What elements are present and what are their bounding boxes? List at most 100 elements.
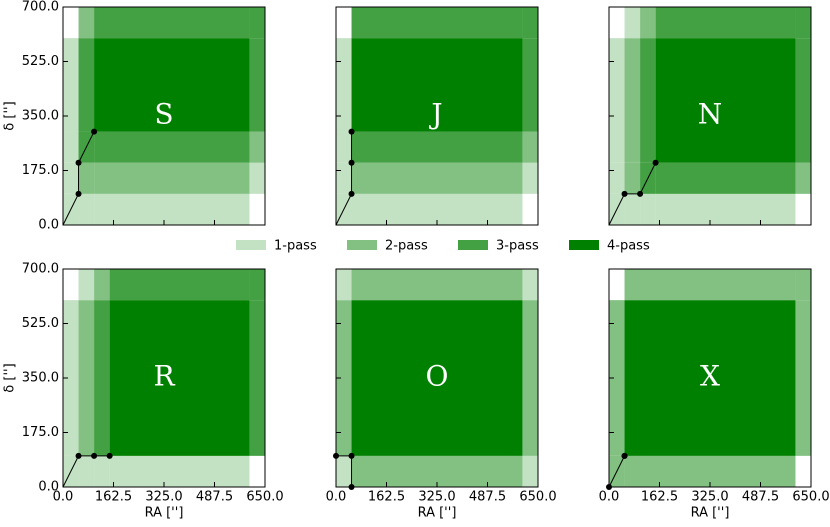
coverage-cell bbox=[795, 38, 811, 163]
x-tick-label: 487.5 bbox=[742, 490, 779, 505]
coverage-cell bbox=[265, 38, 281, 131]
x-axis-label: RA [''] bbox=[145, 506, 184, 521]
coverage-cell bbox=[351, 162, 523, 194]
coverage-cell bbox=[249, 131, 265, 163]
coverage-cell bbox=[265, 0, 281, 7]
coverage-cell bbox=[351, 131, 523, 163]
coverage-cell bbox=[249, 38, 265, 132]
coverage-cell bbox=[78, 193, 95, 225]
x-tick-label: 162.5 bbox=[368, 490, 405, 505]
coverage-cell bbox=[336, 131, 352, 163]
coverage-cell bbox=[249, 300, 265, 456]
coverage-cell bbox=[522, 131, 538, 163]
coverage-cell bbox=[522, 162, 538, 194]
coverage-cell bbox=[94, 131, 250, 163]
y-tick-label: 175.0 bbox=[22, 425, 59, 440]
coverage-cell bbox=[94, 300, 110, 456]
coverage-cell bbox=[94, 269, 110, 301]
coverage-cell bbox=[655, 7, 796, 39]
coverage-cell bbox=[609, 38, 625, 163]
legend-swatch bbox=[569, 240, 599, 250]
coverage-cell bbox=[795, 0, 811, 7]
coverage-cell bbox=[655, 193, 796, 225]
coverage-cell bbox=[609, 162, 625, 194]
coverage-cell bbox=[640, 38, 656, 163]
coverage-cell bbox=[827, 38, 830, 163]
coverage-cell bbox=[94, 162, 250, 194]
coverage-cell bbox=[336, 455, 352, 487]
legend-swatch bbox=[347, 240, 377, 250]
coverage-cell bbox=[351, 455, 523, 487]
coverage-cell bbox=[522, 38, 538, 132]
coverage-cell bbox=[624, 300, 796, 456]
coverage-cell bbox=[655, 38, 796, 163]
coverage-cell bbox=[79, 0, 95, 7]
y-tick-label: 0.0 bbox=[38, 218, 59, 233]
y-axis-label: δ [''] bbox=[3, 101, 18, 130]
dither-path bbox=[335, 455, 353, 487]
panel-title: S bbox=[154, 98, 173, 131]
x-tick-label: 0.0 bbox=[599, 490, 620, 505]
y-tick-label: 700.0 bbox=[22, 262, 59, 277]
coverage-cell bbox=[624, 162, 641, 194]
coverage-cell bbox=[640, 193, 656, 225]
dither-point bbox=[348, 128, 355, 135]
coverage-cell bbox=[811, 7, 827, 38]
x-tick-label: 0.0 bbox=[53, 490, 74, 505]
coverage-cell bbox=[352, 0, 523, 7]
coverage-cell bbox=[795, 300, 811, 456]
y-tick-label: 350.0 bbox=[22, 109, 59, 124]
y-tick-label: 0.0 bbox=[38, 480, 59, 495]
dither-path bbox=[608, 162, 657, 226]
coverage-cell bbox=[336, 162, 352, 194]
legend-label: 3-pass bbox=[496, 239, 539, 254]
dither-point bbox=[75, 159, 82, 166]
panel-title: J bbox=[428, 98, 442, 131]
panel-title: R bbox=[153, 360, 175, 393]
dither-point bbox=[348, 159, 355, 166]
dither-path bbox=[335, 131, 353, 226]
x-tick-label: 162.5 bbox=[95, 490, 132, 505]
coverage-cell bbox=[351, 193, 523, 225]
plot-area bbox=[63, 269, 297, 487]
coverage-cell bbox=[78, 162, 95, 194]
dither-point bbox=[621, 190, 628, 197]
legend-label: 4-pass bbox=[607, 239, 650, 254]
coverage-cell bbox=[78, 300, 95, 456]
coverage-cell bbox=[336, 300, 352, 456]
dither-point bbox=[348, 452, 355, 459]
coverage-cell bbox=[827, 7, 830, 38]
dither-point bbox=[75, 452, 82, 459]
coverage-cell bbox=[94, 455, 110, 487]
coverage-cell bbox=[249, 269, 265, 301]
coverage-cell bbox=[63, 131, 79, 163]
coverage-cell bbox=[522, 269, 538, 301]
x-tick-label: 0.0 bbox=[326, 490, 347, 505]
dither-path bbox=[62, 455, 110, 488]
coverage-cell bbox=[281, 269, 297, 300]
coverage-cell bbox=[522, 455, 538, 487]
x-tick-label: 650.0 bbox=[246, 490, 283, 505]
coverage-cell bbox=[249, 7, 265, 39]
dither-point bbox=[348, 190, 355, 197]
coverage-cell bbox=[624, 269, 796, 301]
coverage-cell bbox=[94, 7, 250, 39]
x-tick-label: 162.5 bbox=[641, 490, 678, 505]
x-tick-label: 487.5 bbox=[196, 490, 233, 505]
coverage-cell bbox=[94, 193, 250, 225]
coverage-cell bbox=[609, 300, 625, 456]
dither-point bbox=[606, 484, 612, 490]
coverage-cell bbox=[827, 0, 830, 7]
y-tick-label: 175.0 bbox=[22, 163, 59, 178]
coverage-cell bbox=[811, 0, 827, 7]
y-axis-label: δ [''] bbox=[3, 363, 18, 392]
coverage-cell bbox=[624, 7, 641, 39]
coverage-cell bbox=[351, 300, 523, 456]
coverage-cell bbox=[249, 162, 265, 194]
coverage-cell bbox=[63, 38, 79, 132]
dither-point bbox=[106, 452, 113, 459]
dither-point bbox=[91, 128, 98, 135]
coverage-cell bbox=[336, 38, 352, 132]
x-axis-label: RA [''] bbox=[418, 506, 457, 521]
